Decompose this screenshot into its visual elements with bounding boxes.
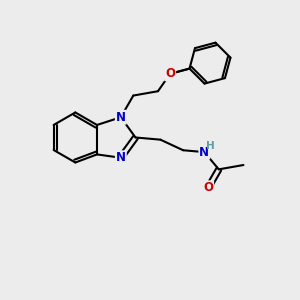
Text: N: N: [116, 151, 126, 164]
Text: N: N: [116, 111, 126, 124]
Text: O: O: [165, 67, 175, 80]
Text: H: H: [206, 141, 215, 151]
Text: N: N: [199, 146, 209, 159]
Text: O: O: [203, 181, 213, 194]
